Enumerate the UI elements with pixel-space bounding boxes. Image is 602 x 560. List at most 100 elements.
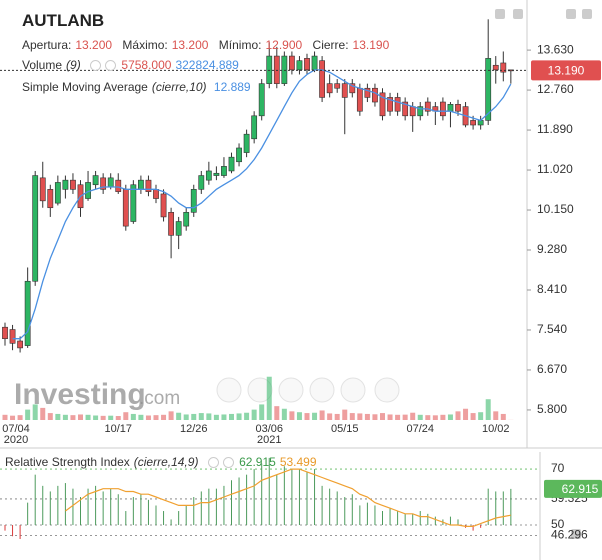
candle-body xyxy=(258,83,265,117)
eye-icon[interactable] xyxy=(207,457,219,469)
candle-body xyxy=(417,106,424,117)
candle-body xyxy=(221,166,227,176)
volume-bar xyxy=(244,412,250,420)
volume-bar xyxy=(191,413,197,420)
volume-bar xyxy=(296,412,302,420)
candle-body xyxy=(122,189,129,227)
volume-bar xyxy=(470,413,476,420)
volume-bar xyxy=(145,415,151,420)
volume-bar xyxy=(364,413,370,420)
volume-bar xyxy=(168,411,174,420)
candle-body xyxy=(39,177,46,202)
tool-icon[interactable] xyxy=(495,9,505,19)
gear-icon[interactable] xyxy=(105,60,117,72)
volume-bar xyxy=(229,413,234,420)
watermark-suffix: .com xyxy=(139,388,180,409)
toolbar xyxy=(495,9,592,539)
candle-body xyxy=(70,179,76,190)
candle-body xyxy=(379,92,386,117)
volume-bar xyxy=(17,415,23,420)
tool-icon[interactable] xyxy=(582,9,592,19)
candle-body xyxy=(9,329,16,344)
candle-body xyxy=(24,280,31,346)
volume-bar xyxy=(123,412,129,420)
nav-zoom-out[interactable] xyxy=(309,377,335,403)
x-year-label: 2020 xyxy=(4,434,28,446)
candle-body xyxy=(107,177,114,188)
candle-body xyxy=(236,147,242,163)
candle-body xyxy=(402,101,409,117)
eye-icon[interactable] xyxy=(90,60,102,72)
volume-bar xyxy=(25,409,31,420)
legend-value: 5758.000 xyxy=(121,58,172,72)
candle-body xyxy=(183,212,190,227)
candle-body xyxy=(372,87,378,103)
tool-icon[interactable] xyxy=(513,9,523,19)
volume-bar xyxy=(274,406,280,420)
volume-bar xyxy=(206,413,212,420)
candle-body xyxy=(455,104,461,112)
y-tick-label: 6.670 xyxy=(537,362,567,376)
candle-body xyxy=(17,340,23,349)
candle-body xyxy=(424,101,431,112)
candle-body xyxy=(439,101,446,117)
candle-body xyxy=(387,97,393,112)
x-tick-label: 10/17 xyxy=(104,423,132,435)
volume-bar xyxy=(410,412,416,420)
candle-body xyxy=(213,172,220,176)
candle-body xyxy=(92,175,99,186)
nav-right[interactable] xyxy=(247,377,273,403)
legend-value: 12.889 xyxy=(213,80,251,94)
candle-body xyxy=(341,83,348,98)
volume-bar xyxy=(447,414,453,420)
rsi-value-label: 62.915 xyxy=(562,482,599,496)
volume-bar xyxy=(417,414,423,420)
nav-zoom-in[interactable] xyxy=(278,377,304,403)
candle-body xyxy=(2,326,8,340)
volume-bar xyxy=(440,414,446,420)
y-tick-label: 46.296 xyxy=(551,528,588,542)
candle-body xyxy=(364,87,371,98)
legend-value: 322824.889 xyxy=(175,58,239,72)
volume-bar xyxy=(130,413,136,420)
gear-icon[interactable] xyxy=(222,457,234,469)
y-tick-label: 11.890 xyxy=(537,122,573,136)
y-tick-label: 13.630 xyxy=(537,42,574,56)
volume-bar xyxy=(78,414,83,420)
ohlc-value: 13.190 xyxy=(352,38,390,52)
tool-icon[interactable] xyxy=(566,9,576,19)
candle-body xyxy=(205,170,212,181)
candle-body xyxy=(485,58,492,121)
volume-bar xyxy=(138,414,144,420)
volume-bar xyxy=(198,413,204,420)
volume-bar xyxy=(304,413,310,420)
current-price-tag xyxy=(531,60,601,81)
volume-bar xyxy=(213,414,219,420)
ohlc-value: 13.200 xyxy=(75,38,113,52)
nav-reset[interactable] xyxy=(340,377,366,403)
candle-body xyxy=(477,120,484,126)
candle-body xyxy=(100,177,107,190)
candle-body xyxy=(228,156,235,172)
x-tick-label: 12/26 xyxy=(180,423,208,435)
volume-bar xyxy=(40,407,46,420)
candle-body xyxy=(175,221,182,236)
volume-bar xyxy=(115,416,121,420)
candle-body xyxy=(54,182,61,204)
chart-title: AUTLANB xyxy=(22,11,105,30)
x-tick-label: 05/15 xyxy=(331,423,359,435)
volume-bar xyxy=(70,415,76,420)
legend-name: Relative Strength Index xyxy=(5,455,130,469)
legend-params: (cierre,10) xyxy=(151,80,207,94)
y-tick-label: 9.280 xyxy=(537,242,567,256)
candle-body xyxy=(334,83,341,89)
nav-end[interactable] xyxy=(374,377,400,403)
tool-icon[interactable] xyxy=(571,529,581,539)
candle-body xyxy=(168,212,174,236)
nav-left[interactable] xyxy=(216,377,242,403)
candle-body xyxy=(500,62,507,73)
volume-bar xyxy=(108,415,114,420)
